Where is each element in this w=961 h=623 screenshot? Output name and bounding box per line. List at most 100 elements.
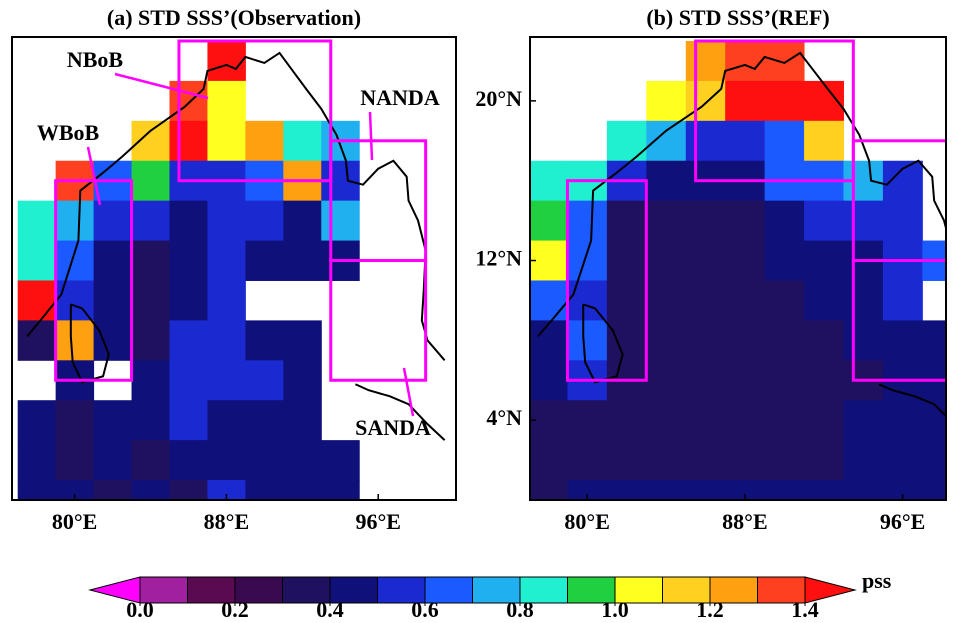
grid-cell xyxy=(764,440,805,481)
grid-cell xyxy=(685,440,726,481)
grid-cell xyxy=(567,320,608,361)
panel-title: (b) STD SSS’(REF) xyxy=(646,5,829,30)
coastline xyxy=(355,383,446,441)
grid-cell xyxy=(882,440,923,481)
grid-cell xyxy=(55,400,95,441)
grid-cell xyxy=(606,120,647,162)
grid-cell xyxy=(207,400,246,441)
coastline xyxy=(878,383,946,418)
colorbar-tick-label: 1.4 xyxy=(791,597,819,622)
lat-tick-label: 4°N xyxy=(486,405,522,430)
grid-cell xyxy=(804,280,844,321)
grid-cell xyxy=(283,480,322,500)
lon-tick-label: 96°E xyxy=(880,509,925,534)
grid-cell xyxy=(882,320,923,361)
colorbar-tick-label: 0.0 xyxy=(126,597,154,622)
grid-cell xyxy=(169,400,208,441)
grid-cell xyxy=(169,440,208,481)
grid-cell xyxy=(169,200,208,242)
colorbar-bin xyxy=(614,576,663,604)
grid-cell xyxy=(685,240,726,281)
colorbar-tick-label: 0.4 xyxy=(316,597,344,622)
grid-cell xyxy=(567,440,608,481)
grid-cell xyxy=(55,320,95,361)
map-panel xyxy=(530,39,946,500)
grid-cell xyxy=(685,400,726,441)
grid-cell xyxy=(93,440,133,481)
grid-cell xyxy=(207,80,246,122)
coastline xyxy=(537,51,946,338)
grid-cell xyxy=(843,320,884,361)
colorbar-bin xyxy=(377,576,426,604)
grid-cell xyxy=(245,480,284,500)
colorbar-extend-high xyxy=(804,576,857,604)
grid-cell xyxy=(646,80,687,122)
grid-cell xyxy=(646,120,687,162)
grid-cell xyxy=(169,360,208,401)
grid-cell xyxy=(55,440,95,481)
grid-cell xyxy=(207,320,246,361)
grid-cell xyxy=(685,40,726,82)
grid-cell xyxy=(567,240,608,281)
grid-cell xyxy=(283,320,322,361)
lon-tick-label: 88°E xyxy=(204,509,249,534)
grid-cell xyxy=(646,280,687,321)
grid-cell xyxy=(843,480,884,500)
grid-cell xyxy=(685,120,726,162)
leader-line xyxy=(402,367,415,417)
grid-cell xyxy=(725,120,766,162)
grid-cell xyxy=(245,240,284,281)
grid-cell xyxy=(764,120,805,162)
grid-cell xyxy=(764,360,805,401)
colorbar-unit: pss xyxy=(862,568,892,593)
grid-cell xyxy=(606,480,647,500)
colorbar-bin xyxy=(424,576,473,604)
grid-cell xyxy=(922,400,946,441)
grid-cell xyxy=(169,320,208,361)
grid-cell xyxy=(606,320,647,361)
grid-cell xyxy=(207,240,246,281)
grid-cell xyxy=(17,440,57,481)
grid-cell xyxy=(207,200,246,242)
panel-frame xyxy=(11,36,457,501)
grid-cell xyxy=(567,400,608,441)
grid-cell xyxy=(55,480,95,500)
grid-cell xyxy=(646,440,687,481)
grid-cell xyxy=(922,480,946,500)
grid-cell xyxy=(725,440,766,481)
grid-cell xyxy=(55,200,95,242)
lon-tick-label: 88°E xyxy=(722,509,767,534)
lon-tick-label: 80°E xyxy=(52,509,97,534)
grid-cell xyxy=(843,440,884,481)
colorbar-bin xyxy=(757,576,806,604)
grid-cell xyxy=(646,360,687,401)
grid-cell xyxy=(169,120,208,162)
grid-cell xyxy=(169,240,208,281)
grid-cell xyxy=(804,480,844,500)
grid-cell xyxy=(725,480,766,500)
region-box xyxy=(565,179,648,382)
lat-tick-label: 12°N xyxy=(475,246,522,271)
grid-cell xyxy=(725,360,766,401)
region-label: WBoB xyxy=(37,120,100,145)
grid-cell xyxy=(530,240,568,281)
grid-cell xyxy=(646,320,687,361)
grid-cell xyxy=(93,320,133,361)
region-label: NBoB xyxy=(67,47,124,72)
grid-cell xyxy=(245,320,284,361)
grid-cell xyxy=(207,40,246,82)
grid-cell xyxy=(804,200,844,242)
grid-cell xyxy=(207,480,246,500)
grid-cell xyxy=(530,200,568,242)
grid-cell xyxy=(725,320,766,361)
leader-line xyxy=(86,146,102,206)
grid-cell xyxy=(685,480,726,500)
grid-cell xyxy=(530,440,568,481)
grid-cell xyxy=(245,120,284,162)
grid-cell xyxy=(283,120,322,162)
grid-cell xyxy=(530,160,568,202)
grid-cell xyxy=(843,280,884,321)
grid-cell xyxy=(93,480,133,500)
region-box xyxy=(329,259,428,382)
